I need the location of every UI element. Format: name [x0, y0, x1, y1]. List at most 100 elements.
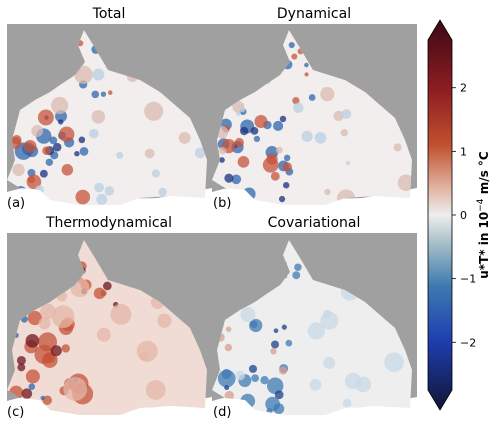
anomaly-blob	[236, 111, 241, 116]
anomaly-blob	[31, 125, 44, 137]
anomaly-blob	[283, 154, 291, 162]
anomaly-blob	[235, 370, 246, 381]
anomaly-blob	[78, 136, 86, 144]
anomaly-blob	[237, 156, 250, 168]
anomaly-blob	[26, 174, 42, 190]
anomaly-blob	[63, 377, 88, 401]
anomaly-blob	[384, 352, 404, 372]
anomaly-blob	[40, 303, 56, 320]
anomaly-blob	[34, 344, 54, 364]
anomaly-blob	[292, 97, 300, 105]
anomaly-blob	[270, 348, 277, 355]
colorbar-label: u*T* in 10−4 m/s °C	[476, 151, 491, 279]
panel-a-label: (a)	[7, 196, 25, 211]
colorbar: 2 1 0 −1 −2	[427, 19, 476, 411]
anomaly-blob	[393, 143, 402, 152]
anomaly-blob	[110, 303, 132, 325]
colorbar-tick-label: 1	[460, 145, 467, 158]
anomaly-blob	[100, 290, 107, 297]
anomaly-blob	[52, 142, 62, 152]
anomaly-blob	[275, 146, 283, 154]
anomaly-blob	[323, 356, 336, 369]
anomaly-blob	[248, 364, 258, 373]
anomaly-blob	[279, 115, 287, 123]
anomaly-blob	[239, 126, 249, 136]
anomaly-blob	[151, 169, 160, 178]
anomaly-blob	[224, 390, 235, 401]
panel-d-label: (d)	[213, 405, 231, 420]
anomaly-blob	[346, 160, 351, 166]
anomaly-blob	[45, 158, 54, 166]
anomaly-blob	[251, 374, 259, 382]
anomaly-blob	[282, 162, 292, 172]
anomaly-blob	[104, 186, 114, 196]
colorbar-tick-label: −2	[460, 336, 476, 349]
anomaly-blob	[260, 376, 269, 385]
anomaly-blob	[16, 355, 26, 366]
anomaly-blob	[273, 120, 284, 132]
panel-b-label: (b)	[213, 196, 231, 211]
anomaly-blob	[219, 157, 225, 163]
anomaly-blob	[254, 114, 268, 129]
anomaly-blob	[397, 174, 412, 192]
anomaly-blob	[291, 53, 298, 60]
anomaly-blob	[266, 377, 284, 394]
anomaly-blob	[324, 188, 331, 196]
anomaly-blob	[265, 396, 280, 412]
anomaly-blob	[194, 147, 206, 159]
anomaly-blob	[74, 151, 80, 157]
anomaly-blob	[40, 395, 45, 401]
anomaly-blob	[28, 383, 36, 390]
colorbar-tick-label: 2	[460, 82, 467, 95]
anomaly-blob	[320, 87, 335, 102]
anomaly-blob	[157, 313, 172, 328]
anomaly-blob	[294, 263, 302, 272]
anomaly-blob	[225, 326, 232, 332]
anomaly-blob	[293, 102, 304, 114]
anomaly-blob	[281, 324, 287, 330]
anomaly-blob	[145, 379, 166, 400]
anomaly-blob	[92, 68, 105, 81]
anomaly-blob	[94, 182, 105, 193]
anomaly-blob	[224, 385, 230, 391]
anomaly-blob	[144, 101, 164, 121]
anomaly-blob	[271, 340, 280, 349]
anomaly-blob	[91, 90, 100, 99]
anomaly-blob	[158, 187, 167, 197]
anomaly-blob	[344, 372, 362, 390]
anomaly-blob	[323, 309, 332, 318]
anomaly-blob	[285, 339, 293, 347]
anomaly-blob	[38, 317, 51, 330]
anomaly-blob	[107, 90, 113, 95]
anomaly-blob	[49, 136, 58, 145]
anomaly-blob	[75, 189, 91, 205]
panel-d-title: Covariational	[268, 215, 361, 231]
anomaly-blob	[282, 182, 290, 189]
panel-c-title: Thermodynamical	[45, 215, 172, 231]
anomaly-blob	[79, 146, 89, 156]
anomaly-blob	[333, 110, 344, 121]
anomaly-blob	[25, 334, 40, 348]
anomaly-blob	[89, 128, 99, 139]
anomaly-blob	[304, 62, 309, 68]
anomaly-blob	[240, 107, 246, 113]
anomaly-blob	[288, 42, 295, 49]
anomaly-blob	[42, 146, 51, 156]
anomaly-blob	[240, 307, 256, 323]
colorbar-tick-label: −1	[460, 273, 476, 286]
anomaly-blob	[278, 195, 286, 203]
anomaly-blob	[340, 129, 348, 137]
anomaly-blob	[217, 369, 236, 388]
anomaly-blob	[144, 148, 155, 159]
heatmap-panel-c	[7, 233, 212, 419]
anomaly-blob	[273, 328, 279, 334]
anomaly-blob	[342, 398, 352, 408]
anomaly-blob	[234, 137, 244, 148]
anomaly-blob	[250, 320, 258, 329]
panel-c-label: (c)	[7, 405, 24, 420]
anomaly-blob	[218, 147, 227, 155]
anomaly-blob	[61, 344, 70, 353]
anomaly-blob	[103, 281, 112, 291]
panel-a-title: Total	[92, 6, 126, 22]
